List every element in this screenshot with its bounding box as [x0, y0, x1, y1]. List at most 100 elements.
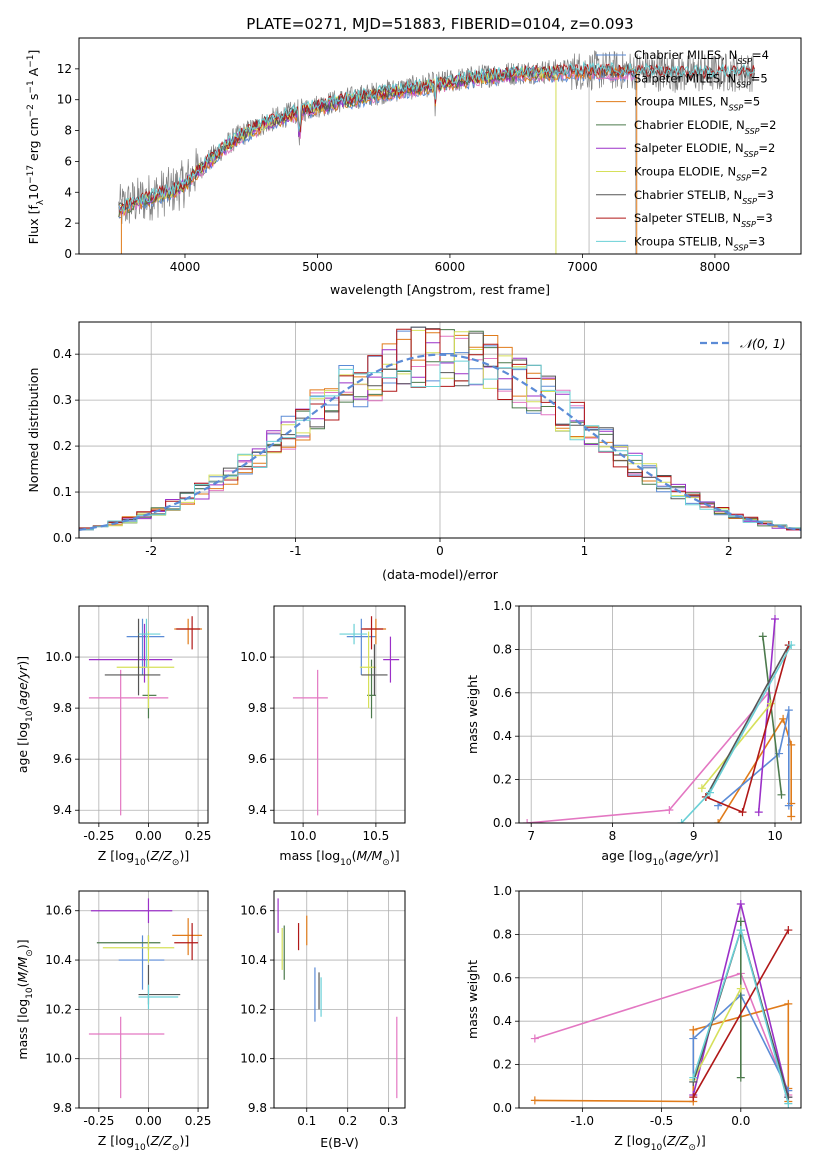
label-part: M/M [15, 956, 30, 982]
x-tick-label: 4000 [170, 260, 201, 274]
axes-frame [518, 605, 802, 824]
y-tick-label: 0.2 [493, 773, 512, 787]
legend-text: Kroupa ELODIE, N [634, 165, 736, 179]
weight-marker [677, 819, 686, 823]
y-tick-label: 2 [64, 216, 72, 230]
y-tick-label: 9.4 [248, 803, 267, 817]
x-tick-label: -1.0 [571, 1114, 594, 1128]
legend-sub: SSP [741, 220, 756, 229]
x-tick-label: 6000 [435, 260, 466, 274]
legend-entry: Salpeter ELODIE, NSSP=2 [634, 141, 775, 159]
y-tick-label: 9.8 [53, 701, 72, 715]
weight-marker [736, 1073, 745, 1082]
legend-sub: SSP [729, 103, 744, 112]
y-tick-label: 0.0 [53, 531, 72, 545]
label-part: erg cm [26, 117, 41, 165]
label-part: 10 [25, 987, 35, 999]
y-tick-label: 0.4 [493, 729, 512, 743]
x-tick-label: 0.00 [135, 1114, 162, 1128]
x-axis-label: E(B-V) [320, 1135, 359, 1150]
label-part: ⊙ [382, 858, 390, 868]
x-tick-label: -0.5 [650, 1114, 673, 1128]
legend-sub: SSP [736, 173, 751, 182]
x-tick-label: 10.5 [363, 829, 390, 843]
y-tick-label: 4 [64, 185, 72, 199]
legend-text: Chabrier MILES, N [634, 48, 737, 62]
weight-marker [736, 900, 745, 909]
x-tick-label: 0 [436, 544, 444, 558]
gaussian-curve [79, 353, 801, 531]
label-part: ( [15, 982, 30, 987]
legend-entry: Salpeter STELIB, NSSP=3 [634, 211, 773, 229]
weight-line [717, 710, 790, 807]
x-tick-label: 8000 [700, 260, 731, 274]
label-part: Z/Z [666, 1133, 689, 1148]
label-part: )] [696, 1133, 706, 1148]
legend-text: =3 [756, 211, 773, 225]
label-part: −1 [26, 55, 36, 68]
y-tick-label: 12 [57, 62, 72, 76]
y-tick-label: 10.2 [240, 1002, 267, 1016]
weight-marker [689, 1093, 698, 1102]
legend-text: =2 [758, 141, 775, 155]
y-axis-label: mass weight [465, 675, 480, 754]
x-tick-label: 1 [581, 544, 589, 558]
label-part: M/M [357, 848, 383, 863]
x-tick-label: -0.25 [83, 1114, 114, 1128]
label-part: ⊙ [688, 1143, 696, 1153]
label-part: ⊙ [172, 1143, 180, 1153]
x-axis-label: Z [log10(Z/Z⊙)] [98, 848, 189, 868]
label-part: 10 [25, 710, 35, 722]
legend-text: Salpeter ELODIE, N [634, 141, 744, 155]
legend-text: Kroupa MILES, N [634, 95, 729, 109]
legend-sub: SSP [734, 243, 749, 252]
x-axis-label: age [log10(age/yr)] [601, 848, 718, 868]
age-vs-mass-panel: 10.0 10.5 9.4 9.6 9.8 10.0 mass [log10(M/M⊙)] [240, 605, 406, 868]
y-tick-label: 10.6 [240, 904, 267, 918]
label-part: )] [179, 848, 189, 863]
weight-marker [530, 1034, 539, 1043]
y-axis-label: age [log10(age/yr)] [15, 656, 35, 773]
y-tick-label: 1.0 [493, 599, 512, 613]
y-tick-label: 0.8 [493, 642, 512, 656]
y-tick-label: 0.4 [493, 1014, 512, 1028]
y-tick-label: 0.2 [53, 439, 72, 453]
legend-text: =2 [751, 165, 768, 179]
plot-area [523, 615, 796, 823]
legend-entry: Kroupa MILES, NSSP=5 [634, 95, 760, 113]
y-tick-label: 10.0 [45, 1052, 72, 1066]
y-axis-label: mass [log10(M/M⊙)] [15, 939, 35, 1059]
legend-text: =3 [757, 188, 774, 202]
weight-marker [779, 714, 788, 723]
legend-entry: Chabrier STELIB, NSSP=3 [634, 188, 774, 206]
weight-marker [787, 812, 796, 821]
weight-marker [714, 819, 723, 823]
weight-marker [689, 1073, 698, 1082]
y-tick-label: 10.4 [45, 953, 72, 967]
x-tick-label: 9 [690, 829, 698, 843]
y-tick-label: 0.0 [493, 1101, 512, 1115]
y-tick-label: 9.6 [53, 752, 72, 766]
label-part: ( [664, 848, 669, 863]
y-tick-label: 10.0 [240, 650, 267, 664]
x-tick-label: 8 [609, 829, 617, 843]
weight-line [692, 993, 790, 1091]
weight-marker [697, 784, 706, 793]
plot-area [79, 326, 801, 531]
y-tick-label: 8 [64, 124, 72, 138]
x-axis-label: (data-model)/error [382, 567, 499, 582]
label-part: mass [log [15, 999, 30, 1060]
legend-text: =3 [748, 234, 765, 248]
label-part: ⊙ [172, 858, 180, 868]
label-part: λ [36, 199, 46, 205]
y-tick-label: 9.8 [248, 1101, 267, 1115]
weight-marker [705, 788, 714, 797]
x-tick-label: 0.1 [297, 1114, 316, 1128]
axes-frame [78, 37, 802, 255]
legend-text: =2 [760, 118, 777, 132]
weight-marker [770, 615, 779, 624]
weight-marker [523, 819, 532, 823]
